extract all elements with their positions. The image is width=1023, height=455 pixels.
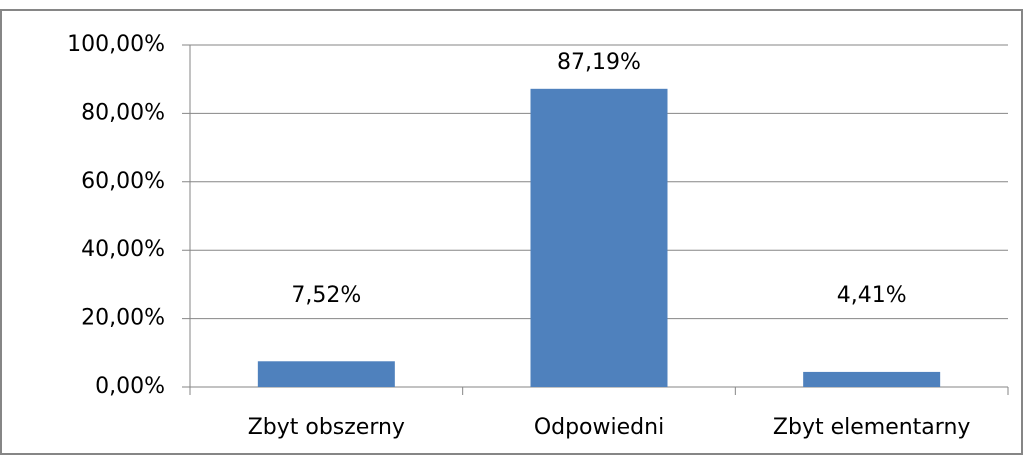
data-label: 7,52%: [291, 283, 361, 308]
x-tick-label: Zbyt elementarny: [773, 415, 971, 440]
y-tick-label: 20,00%: [81, 306, 165, 331]
data-label: 87,19%: [557, 50, 641, 75]
y-tick-label: 60,00%: [81, 169, 165, 194]
y-tick-label: 80,00%: [81, 100, 165, 125]
y-tick-label: 100,00%: [67, 32, 165, 57]
x-tick-label: Zbyt obszerny: [248, 415, 405, 440]
bar: [257, 361, 395, 387]
bar: [530, 88, 668, 387]
y-tick-label: 40,00%: [81, 237, 165, 262]
x-tick-label: Odpowiedni: [534, 415, 664, 440]
y-tick-label: 0,00%: [95, 374, 165, 399]
bar: [803, 371, 941, 387]
data-label: 4,41%: [837, 283, 907, 308]
